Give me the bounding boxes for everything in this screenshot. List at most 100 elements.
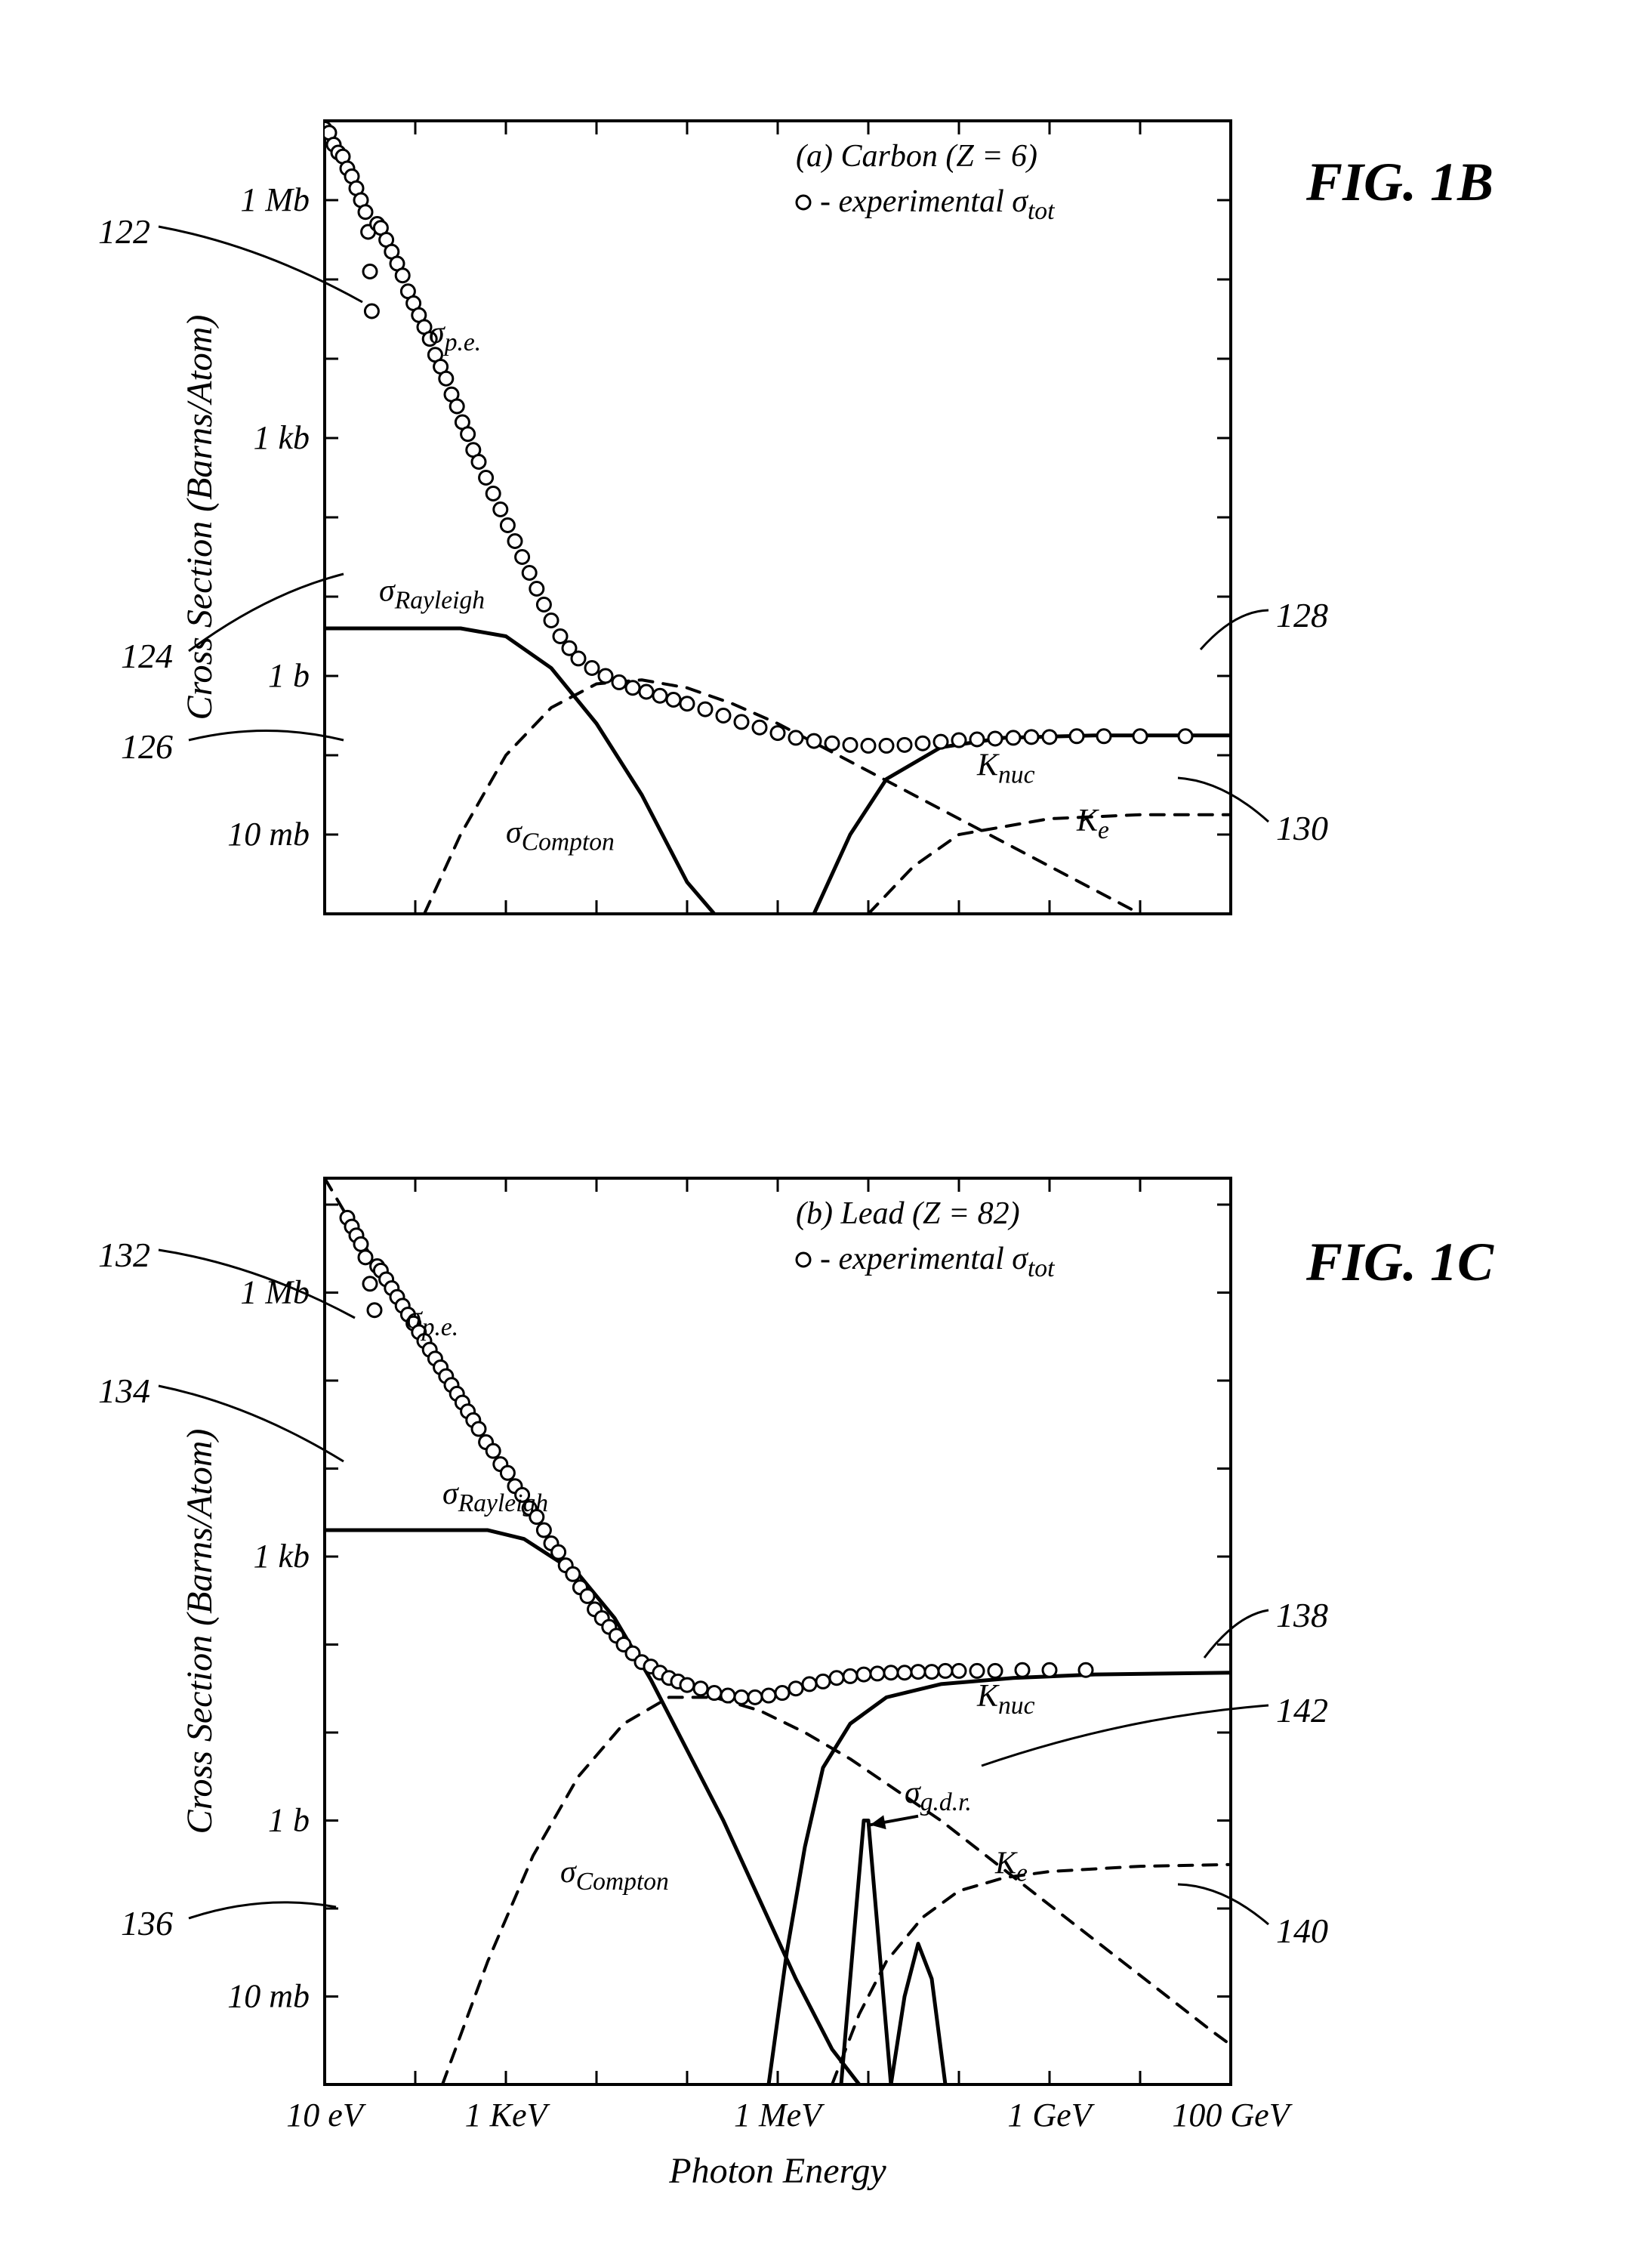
exp-point [1133,730,1147,743]
exp-point [1006,731,1020,745]
x-axis-label: Photon Energy [668,2151,886,2191]
callout-number: 138 [1276,1595,1328,1635]
curve-label-knuc: Knuc [976,1679,1035,1720]
exp-point [680,1678,694,1692]
exp-point [735,1690,748,1704]
legend-line1: (b) Lead (Z = 82) [796,1196,1020,1231]
exp-point [753,721,766,734]
exp-point [667,693,680,707]
curve-gdr [841,1820,891,2084]
exp-point [871,1667,884,1680]
exp-point [552,1545,566,1559]
callout-leader [189,731,344,741]
curve-label-rayleigh: σRayleigh [442,1477,548,1517]
exp-point [680,697,694,711]
exp-point [640,685,653,699]
callout-leader [159,227,362,302]
y-tick-label: 1 kb [253,419,310,456]
exp-point [472,455,486,469]
exp-point [1070,730,1084,743]
exp-point [516,551,529,564]
y-tick-label: 1 b [268,657,310,694]
curve-compton [424,680,1140,914]
exp-point [825,736,839,750]
plot-frame [325,1178,1231,2084]
exp-point [843,738,857,751]
y-tick-label: 10 mb [227,1977,310,2014]
gdr-arrowhead [870,1815,886,1829]
exp-point [762,1689,775,1702]
x-tick-label: 1 GeV [1007,2097,1095,2134]
curve-label-compton: σCompton [560,1855,669,1896]
curve-gdr2 [891,1944,945,2084]
exp-point [884,1666,898,1680]
callout-number: 126 [121,727,173,767]
exp-point [925,1665,939,1679]
exp-point [898,1666,911,1680]
callout-number: 124 [121,636,173,676]
callout-leader [1201,610,1268,650]
curve-label-rayleigh: σRayleigh [379,573,485,614]
legend-line1: (a) Carbon (Z = 6) [796,139,1037,174]
callout-number: 140 [1276,1911,1328,1951]
y-tick-label: 1 b [268,1801,310,1838]
legend-line2: - experimental σtot [820,184,1055,225]
exp-point [486,487,500,501]
exp-point [698,702,712,716]
exp-point [501,519,514,532]
exp-point [694,1682,707,1696]
exp-point [1043,1663,1056,1677]
exp-point [486,1444,500,1458]
exp-point [653,689,667,702]
exp-point [988,1664,1002,1677]
callout-number: 128 [1276,595,1328,635]
exp-point [748,1690,762,1704]
y-tick-label: 1 Mb [240,181,310,218]
curve-label-ke: Ke [1076,804,1109,844]
legend-marker [797,1253,810,1267]
exp-point [1025,730,1038,744]
exp-point [898,738,911,751]
exp-point [843,1669,857,1683]
exp-point [396,269,409,282]
exp-point [553,630,567,643]
exp-point [771,727,785,740]
x-tick-label: 1 KeV [465,2097,551,2134]
y-axis-label: Cross Section (Barns/Atom) [180,315,220,721]
exp-point [911,1665,925,1679]
callout-number: 130 [1276,808,1328,848]
exp-point [359,1251,372,1264]
callout-leader [1204,1610,1268,1658]
plot-frame [325,121,1231,914]
curve-ke [832,1865,1231,2084]
exp-point [939,1664,952,1677]
exp-point [626,681,640,695]
exp-point [363,1277,377,1291]
y-tick-label: 1 Mb [240,1273,310,1310]
exp-point [530,582,544,596]
exp-point [566,1567,580,1581]
exp-point [1179,730,1192,743]
x-tick-label: 10 eV [286,2097,367,2134]
exp-point [472,1422,486,1436]
y-tick-label: 10 mb [227,816,310,853]
exp-point [775,1686,789,1700]
exp-point [368,1304,381,1317]
exp-point [916,736,929,750]
legend-line2: - experimental σtot [820,1242,1055,1282]
exp-point [880,739,893,752]
x-tick-label: 100 GeV [1172,2097,1293,2134]
exp-point [501,1466,514,1480]
exp-point [934,735,948,748]
exp-point [439,372,453,385]
exp-point [789,1682,803,1696]
curve-label-compton: σCompton [506,816,615,856]
exp-point [735,715,748,729]
exp-point [537,1523,550,1537]
exp-point [1079,1663,1093,1677]
exp-point [450,400,464,413]
curve-ke [868,815,1231,914]
callout-leader [1178,1884,1268,1924]
exp-point [479,471,493,485]
legend-marker [797,196,810,209]
